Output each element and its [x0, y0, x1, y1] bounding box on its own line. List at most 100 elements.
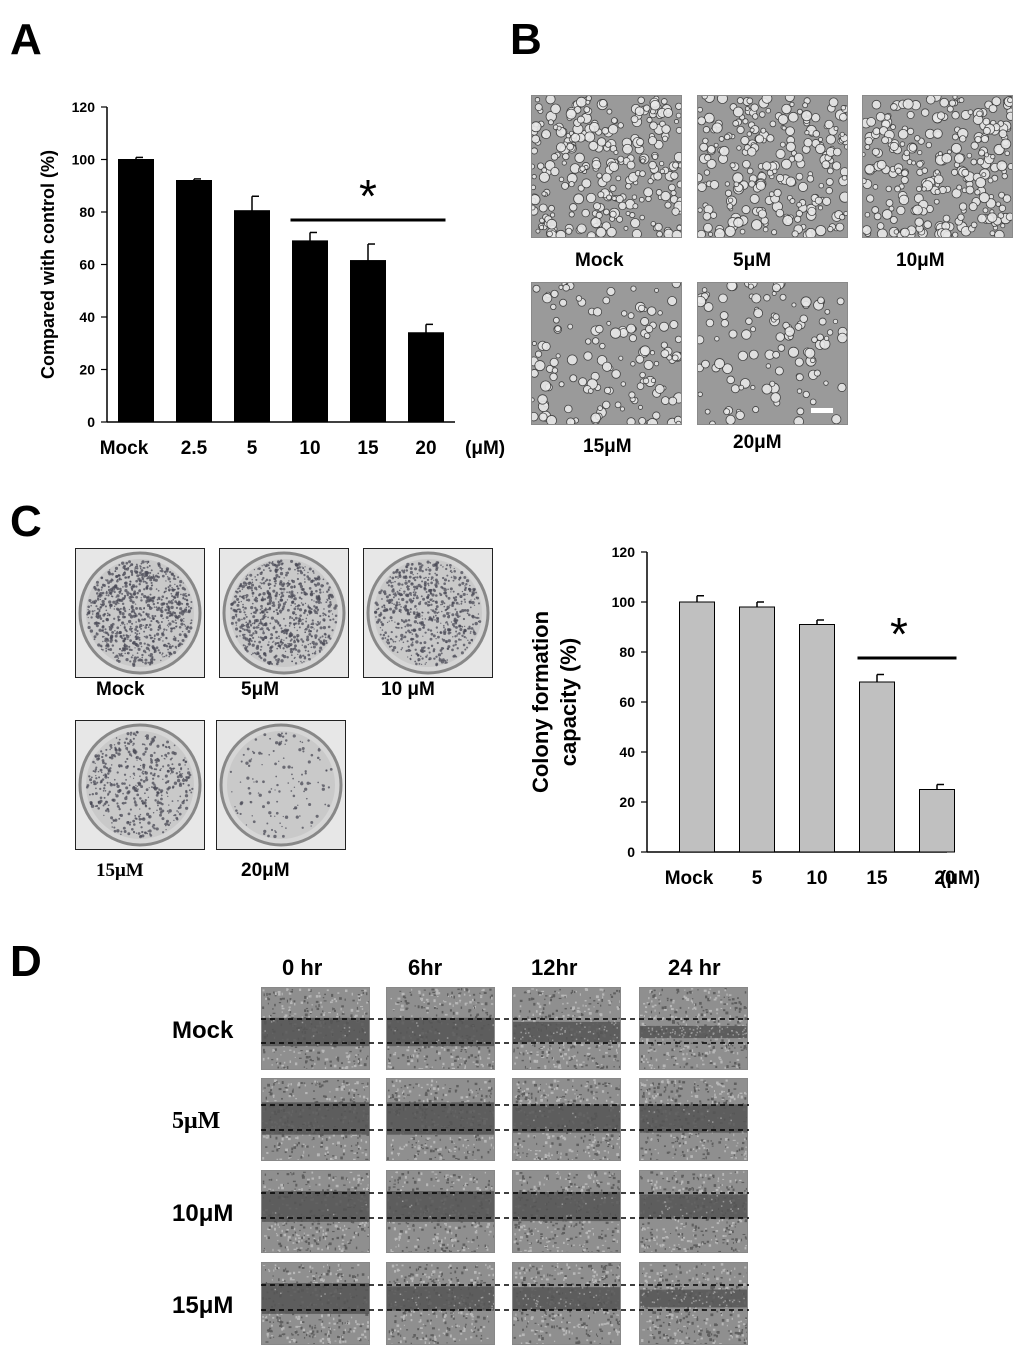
- colony: [145, 635, 149, 639]
- colony: [156, 632, 160, 636]
- cell-texture: [351, 992, 353, 996]
- colony: [130, 656, 133, 659]
- y-tick-label: 0: [627, 844, 635, 860]
- cell-texture: [518, 1015, 521, 1018]
- cell: [998, 129, 1008, 139]
- colony: [167, 648, 169, 651]
- colony: [135, 755, 139, 760]
- cell: [866, 117, 876, 127]
- colony: [112, 798, 116, 802]
- colony: [181, 773, 184, 775]
- colony: [316, 630, 318, 633]
- colony: [296, 592, 299, 594]
- colony: [105, 647, 108, 650]
- colony: [111, 625, 113, 627]
- cell: [603, 208, 610, 216]
- colony: [131, 588, 134, 591]
- colony: [255, 596, 257, 598]
- colony: [124, 584, 128, 588]
- cell-texture: [558, 1047, 561, 1049]
- colony: [103, 796, 106, 799]
- colony: [252, 636, 255, 640]
- cell: [661, 124, 671, 134]
- cell-texture: [402, 995, 406, 998]
- colony: [327, 635, 330, 639]
- cell: [717, 96, 728, 104]
- colony: [114, 818, 118, 822]
- colony: [125, 561, 129, 565]
- cell: [794, 357, 804, 367]
- cell: [626, 323, 637, 334]
- colony: [291, 766, 294, 769]
- colony: [141, 609, 143, 611]
- colony: [280, 659, 284, 663]
- cell-texture: [613, 1058, 615, 1061]
- colony: [274, 654, 278, 658]
- colony: [156, 744, 160, 748]
- colony: [254, 576, 256, 578]
- colony: [311, 570, 315, 573]
- cell: [668, 396, 678, 406]
- cell: [551, 367, 559, 374]
- colony: [314, 634, 318, 638]
- colony: [405, 631, 408, 634]
- colony: [171, 586, 173, 589]
- colony: [260, 610, 264, 614]
- colony: [160, 598, 163, 601]
- colony: [249, 573, 253, 577]
- cell-texture: [613, 992, 616, 995]
- colony: [167, 620, 170, 622]
- colony: [140, 592, 144, 596]
- colony: [390, 598, 394, 602]
- cell: [828, 97, 839, 108]
- cell-texture: [268, 1015, 272, 1018]
- cell: [785, 141, 796, 152]
- colony: [167, 609, 170, 612]
- cell: [558, 284, 564, 290]
- colony: [107, 594, 110, 597]
- colony: [435, 626, 438, 629]
- cell: [840, 105, 847, 111]
- colony: [394, 580, 396, 583]
- colony: [124, 610, 127, 613]
- cell-texture: [550, 998, 553, 1002]
- cell-texture: [322, 997, 325, 999]
- cell-texture: [488, 1016, 492, 1019]
- cell-texture: [538, 1005, 542, 1009]
- colony: [387, 584, 390, 587]
- colony: [120, 598, 124, 602]
- colony: [130, 755, 133, 757]
- colony: [165, 580, 167, 582]
- colony: [425, 576, 427, 579]
- colony: [306, 614, 309, 616]
- colony: [174, 583, 176, 586]
- cell-texture: [345, 1052, 348, 1054]
- cell: [746, 97, 754, 105]
- colony: [239, 595, 242, 598]
- colony: [310, 625, 313, 629]
- cell: [763, 294, 771, 302]
- colony: [187, 605, 190, 608]
- colony: [132, 831, 136, 834]
- colony: [264, 636, 268, 640]
- colony: [118, 599, 121, 601]
- x-tick-label: 10: [806, 868, 827, 889]
- colony: [425, 655, 428, 658]
- colony: [458, 638, 461, 641]
- cell-texture: [263, 1048, 265, 1052]
- cell: [876, 222, 885, 230]
- cell-texture: [320, 1001, 322, 1004]
- colony: [134, 734, 137, 737]
- colony: [262, 576, 265, 580]
- colony: [157, 606, 161, 610]
- colony: [177, 639, 180, 642]
- colony: [245, 615, 248, 618]
- colony: [104, 774, 108, 777]
- colony: [410, 643, 414, 647]
- colony: [419, 576, 422, 579]
- colony: [116, 594, 120, 598]
- colony: [282, 834, 285, 838]
- colony: [425, 662, 427, 664]
- colony: [277, 658, 281, 661]
- colony: [293, 598, 295, 600]
